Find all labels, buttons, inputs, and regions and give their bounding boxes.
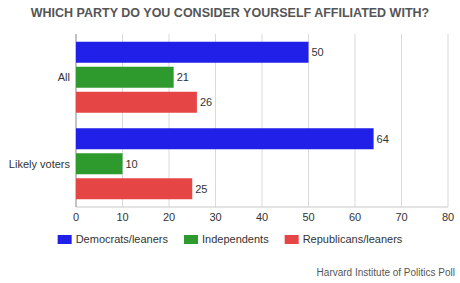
data-labels: 50 21 26 64 10 25 (126, 46, 389, 195)
data-label: 10 (126, 158, 138, 170)
bar (76, 42, 309, 63)
tick-label: 20 (163, 211, 175, 223)
legend-swatch (184, 235, 198, 244)
data-label: 21 (177, 71, 189, 83)
legend: Democrats/leaners Independents Republicans… (58, 233, 403, 245)
bar (76, 67, 174, 88)
tick-label: 10 (116, 211, 128, 223)
tick-label: 30 (209, 211, 221, 223)
data-label: 64 (377, 133, 389, 145)
bar (76, 128, 374, 149)
tick-label: 80 (442, 211, 454, 223)
x-axis (76, 207, 448, 208)
chart: WHICH PARTY DO YOU CONSIDER YOURSELF AFF… (0, 0, 460, 283)
tick-label: 50 (302, 211, 314, 223)
grid-line (355, 34, 356, 207)
tick-label: 40 (256, 211, 268, 223)
grid (76, 34, 448, 207)
title: WHICH PARTY DO YOU CONSIDER YOURSELF AFF… (31, 6, 429, 20)
legend-swatch (58, 235, 72, 244)
category-label: Likely voters (9, 158, 71, 170)
tick-label: 0 (73, 211, 79, 223)
grid-line (401, 34, 402, 207)
bar (76, 178, 192, 199)
source-note: Harvard Institute of Politics Poll (317, 267, 455, 278)
grid-line (448, 34, 449, 207)
data-label: 25 (195, 183, 207, 195)
legend-label: Republicans/leaners (303, 233, 403, 245)
data-label: 26 (200, 96, 212, 108)
legend-label: Democrats/leaners (76, 233, 169, 245)
bars (76, 42, 374, 200)
category-label: All (58, 71, 70, 83)
legend-label: Independents (202, 233, 269, 245)
tick-label: 60 (349, 211, 361, 223)
data-label: 50 (312, 46, 324, 58)
legend-swatch (285, 235, 299, 244)
tick-label: 70 (395, 211, 407, 223)
bar (76, 153, 123, 174)
bar (76, 92, 197, 113)
